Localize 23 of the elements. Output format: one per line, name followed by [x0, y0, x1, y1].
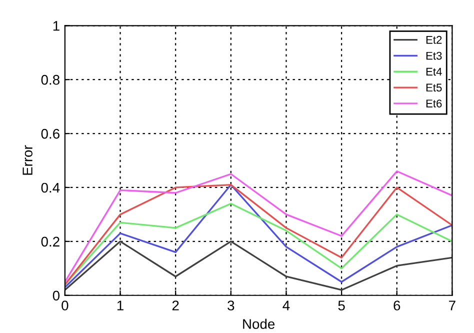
legend-label: Et3	[426, 52, 442, 60]
legend-label: Et4	[426, 68, 442, 76]
y-tick-label: 0.8	[41, 74, 60, 85]
x-axis-title: Node	[243, 318, 275, 329]
x-tick-label: 5	[338, 300, 345, 310]
legend-label: Et2	[426, 36, 442, 44]
y-axis-title: Error	[22, 145, 32, 175]
legend-label: Et6	[426, 100, 442, 108]
legend-label: Et5	[426, 84, 442, 92]
x-tick-label: 1	[117, 300, 124, 310]
line-series	[64, 240, 452, 291]
line-series	[64, 202, 452, 286]
x-tick-label: 7	[449, 300, 456, 310]
x-tick-label: 3	[228, 300, 234, 310]
y-tick-label: 0	[52, 290, 60, 301]
x-tick-label: 6	[394, 300, 400, 310]
y-tick-label: 0.6	[41, 128, 60, 139]
y-tick-label: 0.2	[41, 236, 60, 247]
x-tick-label: 4	[282, 300, 290, 310]
y-tick-label: 0.4	[41, 182, 60, 193]
x-tick-label: 0	[62, 300, 68, 310]
x-tick-label: 2	[172, 300, 179, 310]
y-tick-label: 1	[53, 21, 60, 31]
